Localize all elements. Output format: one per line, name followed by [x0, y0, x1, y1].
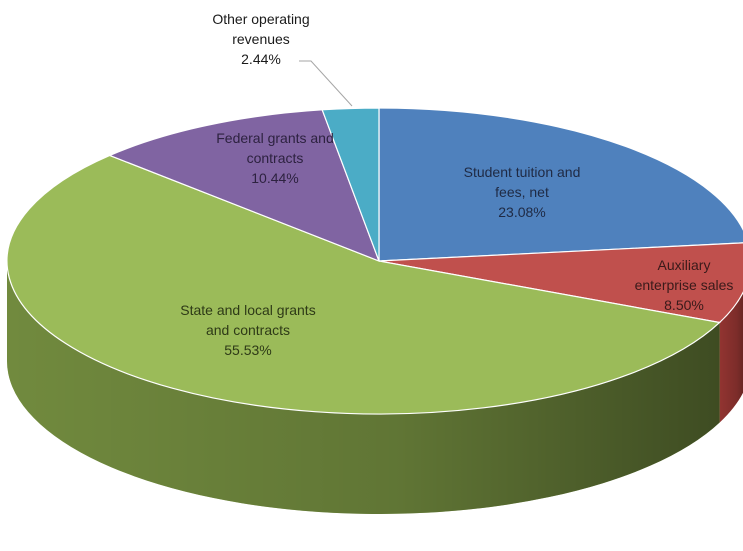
pie-value-label: 10.44%	[251, 170, 298, 186]
pie-slice-student-tuition	[378, 107, 743, 262]
pie-category-label: revenues	[232, 31, 290, 47]
pie-slice-auxiliary-enterprise	[378, 242, 743, 324]
pie-label-auxiliary-enterprise: Auxiliary enterprise sales 8.50%	[635, 257, 734, 313]
pie-side-gradient-auxiliary-enterprise	[719, 292, 743, 423]
pie-category-label: fees, net	[495, 184, 549, 200]
pie-category-label: enterprise sales	[635, 277, 734, 293]
pie-value-label: 23.08%	[498, 204, 545, 220]
leader-line-other-operating	[299, 60, 353, 107]
pie-category-label: State and local grants	[180, 302, 315, 318]
pie-category-label: and contracts	[206, 322, 290, 338]
pie-category-label: Auxiliary	[658, 257, 711, 273]
pie-label-federal-grants: Federal grants and contracts 10.44%	[216, 130, 334, 186]
pie-category-label: Student tuition and	[464, 164, 581, 180]
pie-tops	[6, 107, 743, 415]
pie-label-student-tuition: Student tuition and fees, net 23.08%	[464, 164, 581, 220]
pie-value-label: 55.53%	[224, 342, 271, 358]
pie-value-label: 8.50%	[664, 297, 704, 313]
pie-category-label: Other operating	[212, 11, 309, 27]
pie-label-state-local-grants: State and local grants and contracts 55.53…	[180, 302, 315, 358]
pie-label-other-operating: Other operating revenues 2.44%	[212, 11, 309, 67]
pie-slice-other-operating	[321, 107, 380, 262]
pie-side-gradient-state-local-grants	[7, 261, 720, 514]
pie-sides	[7, 261, 743, 514]
pie-value-label: 2.44%	[241, 51, 281, 67]
pie-slice-state-local-grants	[6, 154, 721, 415]
pie-category-label: contracts	[247, 150, 304, 166]
pie-slice-federal-grants	[108, 109, 381, 263]
pie-category-label: Federal grants and	[216, 130, 334, 146]
pie-labels: Student tuition and fees, net 23.08% Auxili…	[180, 11, 733, 358]
